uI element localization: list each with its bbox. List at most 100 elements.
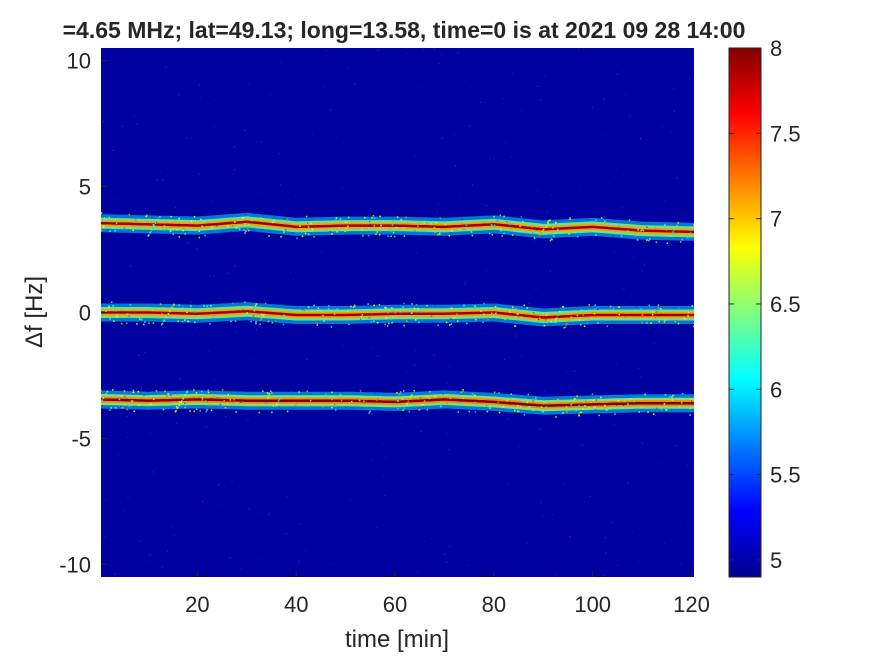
band-speckle [114,230,116,232]
band-speckle [164,390,166,393]
noise-pixel [521,355,523,357]
band-speckle [137,390,140,393]
noise-pixel [126,178,128,180]
band-speckle [573,398,576,400]
noise-pixel [281,293,283,295]
band-speckle [277,400,280,402]
noise-pixel [617,514,619,516]
x-tick-label-120: 120 [673,592,710,617]
noise-pixel [415,350,417,352]
noise-pixel [653,343,655,345]
noise-pixel [106,375,108,377]
band-speckle [407,400,409,403]
band-speckle [489,407,491,409]
band-speckle [124,404,126,406]
noise-pixel [249,532,252,534]
noise-pixel [626,254,628,256]
band-speckle [680,401,683,404]
band-speckle [182,398,184,400]
band-speckle [244,301,246,303]
noise-pixel [315,294,317,296]
noise-pixel [192,398,194,400]
noise-pixel [512,314,514,316]
noise-pixel [414,155,416,157]
noise-pixel [431,538,433,540]
noise-pixel [255,329,257,331]
noise-pixel [409,79,411,81]
noise-pixel [343,142,345,144]
chart-title: =4.65 MHz; lat=49.13; long=13.58, time=0… [63,17,746,43]
band-speckle [345,229,347,232]
noise-pixel [124,466,126,468]
noise-pixel [434,438,436,440]
noise-pixel [99,266,100,267]
noise-pixel [533,53,535,55]
noise-pixel [177,96,179,98]
band-speckle [615,229,617,232]
noise-pixel [448,449,450,451]
noise-pixel [469,125,471,127]
band-speckle [206,409,208,411]
noise-pixel [491,179,493,181]
noise-pixel [673,110,675,112]
noise-pixel [611,326,613,329]
noise-pixel [231,481,233,483]
band-speckle [155,222,157,224]
noise-pixel [620,464,622,466]
band-speckle [519,225,521,228]
noise-pixel [223,253,225,255]
noise-pixel [158,375,160,377]
band-speckle [245,230,247,232]
noise-pixel [591,549,594,551]
noise-pixel [621,207,624,209]
noise-pixel [442,532,444,534]
band-speckle [373,320,375,322]
band-speckle [167,313,169,315]
band-speckle [195,408,198,411]
noise-pixel [299,523,301,525]
noise-pixel [329,324,331,326]
band-speckle [101,314,102,316]
band-speckle [654,227,657,230]
noise-pixel [621,179,623,181]
band-speckle [502,405,505,408]
band-speckle [417,225,419,227]
band-speckle [126,408,128,411]
noise-pixel [462,393,464,395]
noise-pixel [619,555,621,557]
band-speckle [103,225,105,227]
band-speckle [500,228,502,230]
band-speckle [368,412,370,414]
band-speckle [660,408,663,411]
band-speckle [685,315,687,318]
band-speckle [563,326,566,329]
band-speckle [205,400,207,403]
noise-pixel [475,408,477,411]
noise-pixel [478,321,480,323]
noise-pixel [114,573,116,575]
noise-pixel [533,312,535,314]
band-speckle [527,224,529,227]
noise-pixel [157,367,159,369]
band-speckle [161,323,163,326]
noise-pixel [590,268,592,270]
noise-pixel [581,381,583,383]
band-speckle [482,321,484,324]
noise-pixel [346,68,348,70]
noise-pixel [686,523,688,525]
noise-pixel [448,282,451,284]
band-speckle [272,405,275,407]
band-speckle [136,323,138,325]
band-speckle [402,390,405,392]
noise-pixel [450,232,452,234]
band-speckle [124,395,126,398]
band-speckle [437,324,439,327]
noise-pixel [518,445,520,447]
band-speckle [475,228,477,230]
band-speckle [384,323,387,325]
noise-pixel [213,378,215,380]
noise-pixel [374,392,376,394]
noise-pixel [293,118,295,120]
noise-pixel [225,203,227,205]
noise-pixel [368,89,370,91]
